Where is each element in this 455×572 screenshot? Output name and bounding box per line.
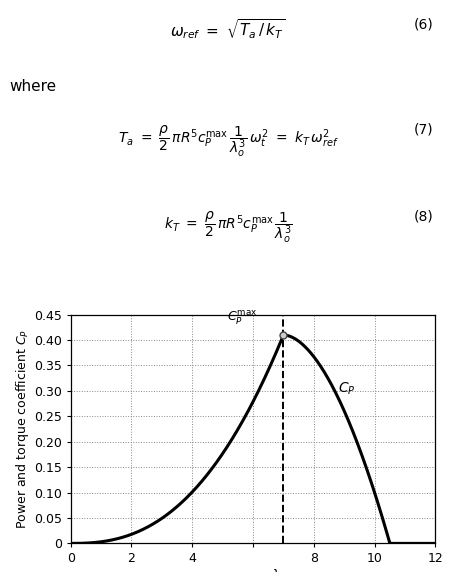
Text: (7): (7) bbox=[413, 123, 432, 137]
Text: $\omega_{ref}\ =\ \sqrt{T_a\,/\,k_T}$: $\omega_{ref}\ =\ \sqrt{T_a\,/\,k_T}$ bbox=[170, 17, 285, 41]
Text: $T_a\ =\ \dfrac{\rho}{2}\,\pi R^5 c_P^{\mathrm{max}}\,\dfrac{1}{\lambda_o^3}\,\o: $T_a\ =\ \dfrac{\rho}{2}\,\pi R^5 c_P^{\… bbox=[117, 123, 338, 159]
Text: $C_P^{\mathrm{max}}$: $C_P^{\mathrm{max}}$ bbox=[227, 310, 257, 327]
Text: $\lambda_{opt}$: $\lambda_{opt}$ bbox=[271, 568, 295, 572]
Text: $C_P$: $C_P$ bbox=[338, 380, 355, 396]
Text: (8): (8) bbox=[413, 209, 432, 223]
Text: (6): (6) bbox=[413, 17, 432, 31]
Text: $k_T\ =\ \dfrac{\rho}{2}\,\pi R^5 c_P^{\mathrm{max}}\,\dfrac{1}{\lambda_o^3}$: $k_T\ =\ \dfrac{\rho}{2}\,\pi R^5 c_P^{\… bbox=[163, 209, 292, 245]
X-axis label: Tip speed ratio $[\lambda]$: Tip speed ratio $[\lambda]$ bbox=[195, 570, 310, 572]
Text: where: where bbox=[9, 79, 56, 94]
Y-axis label: Power and torque coefficient $C_P$: Power and torque coefficient $C_P$ bbox=[14, 329, 31, 529]
